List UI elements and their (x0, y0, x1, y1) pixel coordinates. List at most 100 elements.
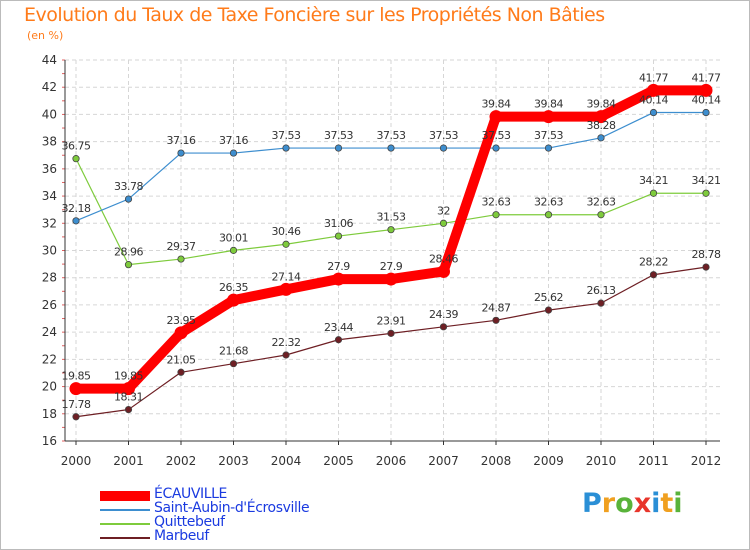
data-label: 21.05 (167, 353, 196, 366)
data-point (647, 83, 660, 97)
data-point (122, 382, 135, 396)
x-tick-label: 2003 (218, 454, 249, 468)
data-point (702, 108, 710, 117)
x-tick-label: 2011 (638, 454, 669, 468)
data-label: 19.85 (114, 370, 143, 383)
data-point (542, 110, 555, 124)
data-label: 34.21 (692, 174, 721, 187)
data-label: 34.21 (639, 174, 668, 187)
data-point (282, 351, 290, 359)
data-point (597, 134, 605, 142)
data-point (279, 282, 293, 296)
legend-swatch (100, 523, 150, 525)
data-point (544, 306, 553, 314)
data-label: 30.01 (219, 231, 248, 244)
logo-letter: x (633, 488, 652, 519)
data-label: 38.28 (587, 119, 616, 132)
chart-title: Evolution du Taux de Taxe Foncière sur l… (24, 4, 605, 26)
x-tick-label: 2006 (376, 454, 407, 468)
y-axis-unit-label: (en %) (27, 29, 64, 42)
data-point (124, 405, 133, 414)
data-point (649, 271, 658, 279)
data-point (387, 329, 395, 337)
x-tick-label: 2001 (113, 454, 144, 468)
x-tick-label: 2009 (533, 454, 564, 468)
data-label: 37.53 (377, 129, 406, 142)
x-tick-label: 2000 (61, 454, 92, 468)
data-label: 22.32 (272, 336, 301, 349)
data-point (334, 232, 343, 240)
legend-label: Quittebeuf (154, 514, 225, 530)
data-label: 40.14 (639, 94, 668, 107)
data-point (489, 110, 503, 124)
data-label: 39.84 (587, 98, 616, 111)
data-label: 32.63 (534, 196, 563, 209)
data-label: 33.78 (114, 180, 143, 193)
legend-swatch (100, 537, 150, 539)
data-label: 27.14 (272, 270, 301, 283)
data-label: 32.18 (62, 202, 91, 215)
y-tick-label: 40 (42, 107, 57, 121)
data-label: 26.35 (219, 281, 248, 294)
data-label: 32 (437, 204, 450, 217)
data-label: 18.31 (114, 391, 143, 404)
data-point (124, 261, 133, 269)
data-point (229, 360, 238, 368)
data-label: 31.53 (377, 211, 406, 224)
y-tick-label: 18 (42, 407, 57, 421)
data-point (702, 263, 710, 271)
data-label: 29.37 (167, 240, 196, 253)
data-point (439, 323, 448, 331)
y-tick-label: 32 (42, 216, 57, 230)
data-label: 21.68 (219, 345, 248, 358)
data-point (439, 144, 448, 152)
data-point (544, 144, 553, 152)
data-point (597, 211, 605, 219)
y-tick-label: 36 (42, 162, 57, 176)
data-label: 27.9 (327, 260, 350, 273)
data-label: 37.16 (167, 134, 196, 147)
data-label: 37.53 (429, 129, 458, 142)
x-tick-label: 2007 (428, 454, 459, 468)
data-label: 23.91 (377, 314, 406, 327)
data-point (72, 155, 80, 163)
data-label: 23.95 (167, 314, 196, 327)
proxiti-logo[interactable]: Proxiti (582, 488, 683, 519)
data-label: 36.75 (62, 140, 91, 153)
data-point (492, 211, 500, 219)
data-label: 28.46 (429, 252, 458, 265)
y-tick-label: 20 (42, 380, 57, 394)
data-point (124, 195, 133, 203)
data-label: 37.53 (272, 129, 301, 142)
legend-label: ÉCAUVILLE (154, 486, 227, 502)
x-tick-label: 2010 (586, 454, 617, 468)
logo-letter: t (660, 488, 674, 519)
data-label: 28.78 (692, 248, 721, 261)
data-point (177, 149, 185, 157)
data-label: 37.53 (482, 129, 511, 142)
data-label: 40.14 (692, 94, 721, 107)
data-point (597, 299, 605, 307)
logo-letter: o (615, 488, 634, 519)
y-tick-label: 26 (42, 298, 57, 312)
data-label: 19.85 (62, 370, 91, 383)
x-tick-label: 2005 (323, 454, 354, 468)
data-point (649, 189, 658, 197)
data-label: 32.63 (482, 196, 511, 209)
legend-swatch (100, 509, 150, 511)
legend-swatch (100, 491, 150, 501)
y-tick-label: 34 (42, 189, 57, 203)
data-point (177, 255, 185, 263)
data-point (384, 272, 398, 286)
logo-letter: P (582, 488, 602, 519)
data-label: 32.63 (587, 196, 616, 209)
legend-label: Marbeuf (154, 528, 209, 544)
data-label: 41.77 (639, 71, 668, 84)
logo-letter: r (601, 488, 616, 519)
data-label: 27.9 (380, 260, 403, 273)
y-tick-label: 28 (42, 271, 57, 285)
x-tick-label: 2012 (691, 454, 722, 468)
y-tick-label: 22 (42, 352, 57, 366)
data-point (387, 226, 395, 234)
data-label: 24.87 (482, 301, 511, 314)
